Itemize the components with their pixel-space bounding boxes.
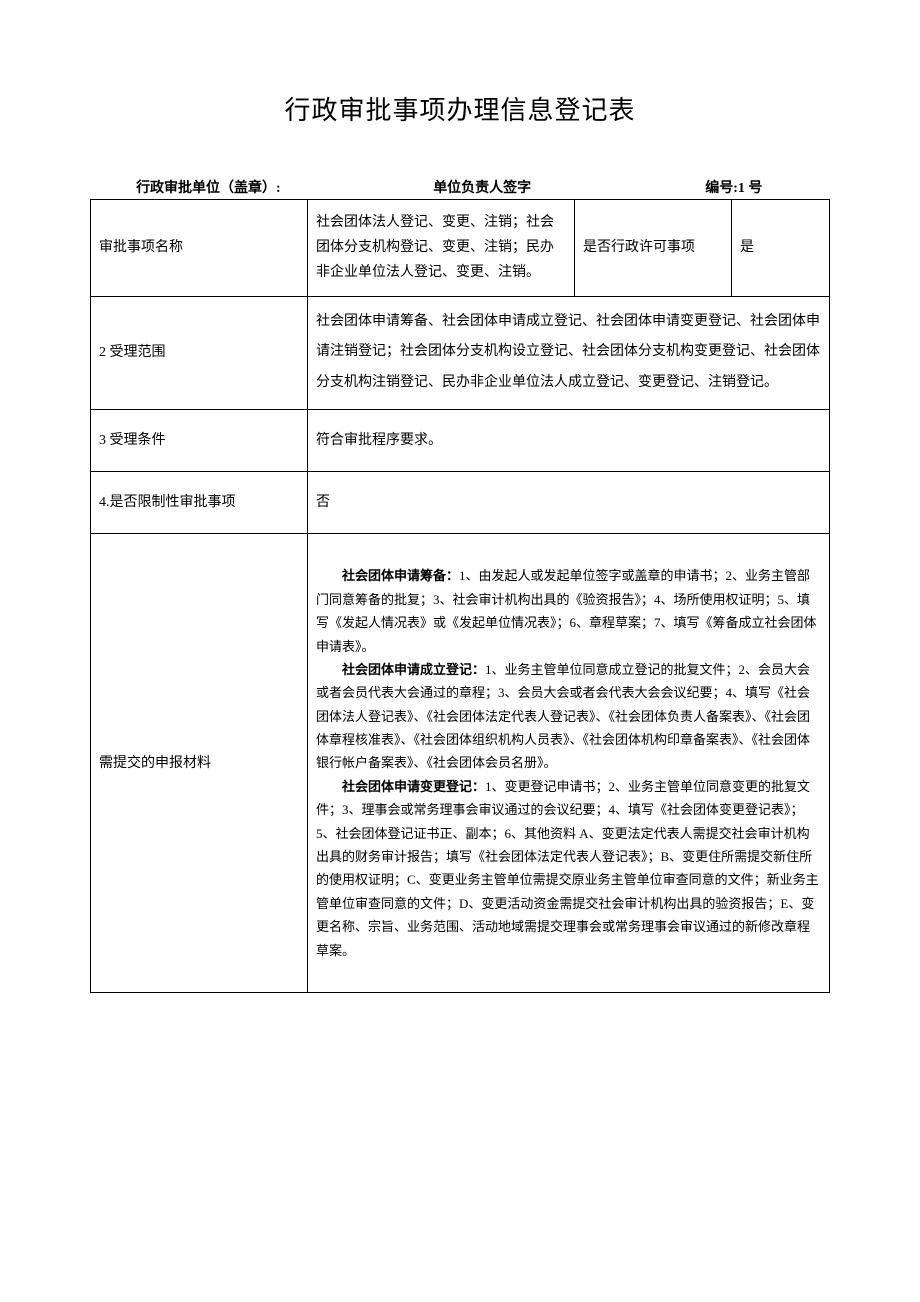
p1-head: 社会团体申请筹备： xyxy=(342,568,459,583)
content-restrictive: 否 xyxy=(308,472,830,534)
p2-head: 社会团体申请成立登记： xyxy=(342,662,485,677)
header-signer-label: 单位负责人签字 xyxy=(327,177,638,197)
p3-head: 社会团体申请变更登记： xyxy=(342,779,485,794)
row-condition: 3 受理条件 符合审批程序要求。 xyxy=(91,409,830,471)
content-condition: 符合审批程序要求。 xyxy=(308,409,830,471)
label-materials: 需提交的申报材料 xyxy=(91,534,308,993)
row-item-name: 审批事项名称 社会团体法人登记、变更、注销；社会团体分支机构登记、变更、注销；民… xyxy=(91,200,830,296)
form-table: 审批事项名称 社会团体法人登记、变更、注销；社会团体分支机构登记、变更、注销；民… xyxy=(90,200,830,993)
row-materials: 需提交的申报材料 社会团体申请筹备：1、由发起人或发起单位签字或盖章的申请书；2… xyxy=(91,534,830,993)
materials-para-2: 社会团体申请成立登记：1、业务主管单位同意成立登记的批复文件；2、会员大会或者会… xyxy=(316,658,821,775)
p2-body: 1、业务主管单位同意成立登记的批复文件；2、会员大会或者会员代表大会通过的章程；… xyxy=(316,662,810,771)
header-row: 行政审批单位（盖章）: 单位负责人签字 编号:1 号 xyxy=(90,177,830,200)
materials-para-3: 社会团体申请变更登记：1、变更登记申请书；2、业务主管单位同意变更的批复文件；3… xyxy=(316,775,821,962)
header-code-label: 编号:1 号 xyxy=(638,177,830,197)
value-permit: 是 xyxy=(732,200,830,296)
row-restrictive: 4.是否限制性审批事项 否 xyxy=(91,472,830,534)
row-scope: 2 受理范围 社会团体申请筹备、社会团体申请成立登记、社会团体申请变更登记、社会… xyxy=(91,296,830,409)
label-restrictive: 4.是否限制性审批事项 xyxy=(91,472,308,534)
content-item-name: 社会团体法人登记、变更、注销；社会团体分支机构登记、变更、注销；民办非企业单位法… xyxy=(308,200,575,296)
content-scope: 社会团体申请筹备、社会团体申请成立登记、社会团体申请变更登记、社会团体申请注销登… xyxy=(308,296,830,409)
document-title: 行政审批事项办理信息登记表 xyxy=(90,90,830,127)
content-materials: 社会团体申请筹备：1、由发起人或发起单位签字或盖章的申请书；2、业务主管部门同意… xyxy=(308,534,830,993)
label-item-name: 审批事项名称 xyxy=(91,200,308,296)
materials-para-1: 社会团体申请筹备：1、由发起人或发起单位签字或盖章的申请书；2、业务主管部门同意… xyxy=(316,564,821,658)
document-page: 行政审批事项办理信息登记表 行政审批单位（盖章）: 单位负责人签字 编号:1 号… xyxy=(0,0,920,1033)
label-scope: 2 受理范围 xyxy=(91,296,308,409)
label-condition: 3 受理条件 xyxy=(91,409,308,471)
p3-body: 1、变更登记申请书；2、业务主管单位同意变更的批复文件；3、理事会或常务理事会审… xyxy=(316,779,819,958)
label-permit: 是否行政许可事项 xyxy=(575,200,732,296)
header-unit-label: 行政审批单位（盖章）: xyxy=(90,177,327,197)
